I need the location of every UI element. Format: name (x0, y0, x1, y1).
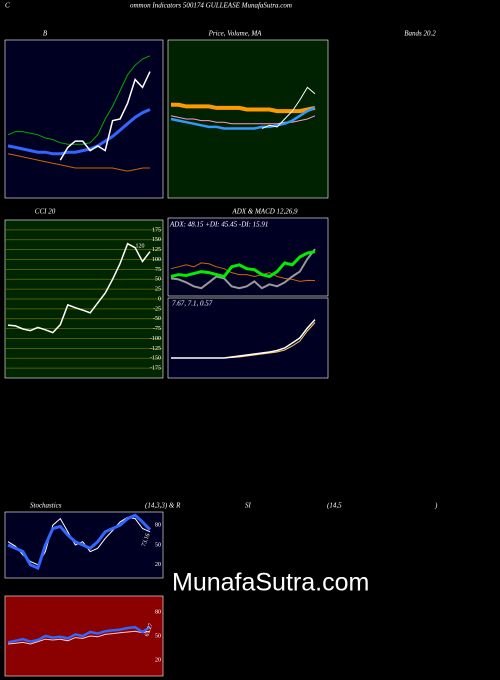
y-tick-label: -50 (153, 316, 161, 322)
panel-title: B (43, 30, 48, 38)
y-tick-label: 100 (152, 257, 161, 263)
series-line (7, 153, 150, 172)
panel-title: Bands 20.2 (404, 30, 436, 38)
watermark: MunafaSutra.com (172, 569, 369, 597)
y-tick-label: -125 (150, 346, 161, 352)
series-line (171, 102, 316, 114)
series-line (170, 262, 316, 282)
y-tick-label: 50 (155, 633, 161, 639)
caption: (14,5 (327, 502, 342, 510)
y-tick-label: 150 (152, 237, 161, 243)
series-line (170, 248, 316, 290)
series-line (171, 319, 316, 359)
series-line (170, 250, 316, 279)
panel (4, 39, 164, 199)
y-tick-label: 50 (155, 277, 161, 283)
panel (167, 297, 329, 379)
y-tick-label: -175 (150, 366, 161, 372)
y-tick-label: 25 (155, 287, 161, 293)
panel-title: CCI 20 (35, 208, 56, 216)
y-tick-label: 20 (155, 562, 161, 568)
y-tick-label: 125 (152, 247, 161, 253)
series-line (59, 71, 151, 161)
readout: ADX: 48.15 +DI: 45.45 -DI: 15.91 (169, 221, 268, 229)
y-tick-label: 75 (155, 267, 161, 273)
y-tick-label: -100 (150, 336, 161, 342)
header-lead: C (5, 2, 10, 10)
series-line (7, 55, 151, 145)
last-value-label: 120 (136, 243, 145, 249)
readout: 7.67, 7.1, 0.57 (172, 300, 213, 308)
y-tick-label: -75 (153, 326, 161, 332)
y-tick-label: -150 (150, 356, 161, 362)
y-tick-label: -25 (153, 306, 161, 312)
y-tick-label: 175 (152, 227, 161, 233)
series-line (7, 630, 151, 645)
series-line (7, 513, 152, 571)
series-line (7, 242, 151, 334)
panel-title: Price, Volume, MA (208, 30, 263, 38)
header-title: ommon Indicators 500174 GULLEASE MunafaS… (130, 2, 292, 10)
series-line (7, 108, 151, 156)
panel-title: ADX & MACD 12,26,9 (231, 208, 298, 216)
caption: SI (245, 502, 252, 510)
last-value-label: 73.16 (141, 533, 151, 548)
last-value-label: 61.27 (144, 623, 154, 638)
y-tick-label: 50 (155, 542, 161, 548)
y-tick-label: 80 (155, 523, 161, 529)
caption: ) (434, 502, 438, 510)
series-line (170, 106, 316, 130)
y-tick-label: 80 (155, 609, 161, 615)
caption: (14,3,3) & R (145, 502, 181, 510)
series-line (261, 86, 316, 129)
caption: Stochastics (30, 502, 62, 510)
y-tick-label: 0 (158, 296, 161, 302)
series-line (7, 625, 151, 644)
y-tick-label: 20 (155, 657, 161, 663)
